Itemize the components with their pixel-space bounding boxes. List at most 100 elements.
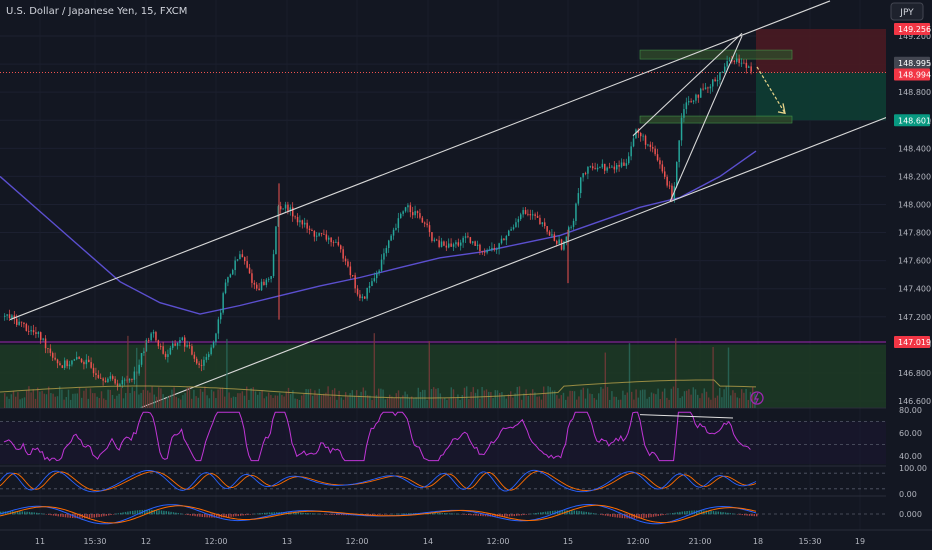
volume-bar <box>206 395 208 408</box>
macd-pane[interactable] <box>0 504 886 525</box>
high-price-tag-bg <box>894 56 930 69</box>
candle-body <box>551 234 553 236</box>
volume-bar <box>312 395 314 408</box>
macd-histogram-bar <box>681 511 683 515</box>
candle-body <box>100 377 102 379</box>
volume-bar <box>122 398 125 408</box>
volume-bar <box>263 398 265 408</box>
volume-bar <box>527 395 529 408</box>
volume-bar <box>19 399 21 408</box>
candle-body <box>109 376 112 379</box>
candle-body <box>138 364 140 374</box>
price-axis[interactable]: 149.200149.000148.800148.600148.400148.2… <box>886 0 932 530</box>
macd-histogram-bar <box>537 512 539 515</box>
volume-bar <box>719 388 721 408</box>
rsi-divergence-line[interactable] <box>639 414 734 419</box>
candle-body <box>421 217 424 223</box>
volume-bar <box>609 399 611 408</box>
volume-bar <box>298 399 301 408</box>
trendline[interactable] <box>669 35 743 202</box>
rsi-pane[interactable] <box>0 411 886 464</box>
volume-bar <box>182 395 184 408</box>
macd-histogram-bar <box>688 510 691 515</box>
candle-body <box>404 207 407 212</box>
volume-bar <box>221 387 224 408</box>
macd-histogram-bar <box>122 512 124 515</box>
candle-body <box>248 267 251 274</box>
moving-average-line[interactable] <box>0 150 757 315</box>
stochastic-pane[interactable] <box>0 469 886 493</box>
candles[interactable] <box>4 53 752 391</box>
macd-histogram-bar <box>86 514 88 519</box>
volume-bar <box>10 394 12 408</box>
high-price-tag: 148.995 <box>898 59 931 68</box>
candle-body <box>215 333 217 343</box>
candle-body <box>54 357 56 360</box>
currency-button[interactable]: JPY <box>890 2 924 21</box>
lightning-icon[interactable] <box>750 391 764 405</box>
volume-bar <box>444 398 446 408</box>
volume-bar <box>347 396 349 408</box>
trendline[interactable] <box>9 0 831 321</box>
volume-bar <box>701 393 703 408</box>
macd-histogram-bar <box>501 514 503 517</box>
macd-histogram-bar <box>410 513 412 515</box>
resistance-box[interactable] <box>639 49 793 60</box>
volume-bar <box>336 399 338 408</box>
macd-histogram-bar <box>708 510 710 515</box>
macd-histogram-bar <box>43 513 45 515</box>
volume-bar <box>488 391 490 408</box>
volume-bar <box>699 398 701 408</box>
stoch-k-line[interactable] <box>0 469 757 493</box>
candle-body <box>344 258 347 262</box>
candle-body <box>481 250 484 252</box>
candle-body <box>719 72 721 80</box>
macd-histogram-bar <box>580 511 583 515</box>
macd-histogram-bar <box>609 514 611 517</box>
macd-signal-line[interactable] <box>0 504 757 524</box>
volume-bar <box>424 389 426 408</box>
volume-bar <box>191 398 193 408</box>
volume-bar <box>314 390 316 408</box>
volume-bar <box>380 388 382 408</box>
volume-bar <box>210 389 213 408</box>
candle-body <box>337 241 340 246</box>
macd-histogram-bar <box>187 514 189 516</box>
trendline[interactable] <box>139 115 891 409</box>
rsi-line[interactable] <box>3 411 751 462</box>
time-tick-label: 18 <box>753 537 763 546</box>
macd-histogram-bar <box>237 514 239 517</box>
volume-bar <box>257 394 259 408</box>
projection-arrow[interactable] <box>756 66 786 114</box>
take-profit-zone[interactable] <box>756 72 886 121</box>
stoch-d-line[interactable] <box>0 470 757 492</box>
volume-bar <box>296 399 298 408</box>
candle-body <box>620 162 623 167</box>
volume-bar <box>171 389 173 408</box>
candle-body <box>294 216 296 218</box>
candle-body <box>186 345 188 347</box>
macd-histogram-bar <box>705 510 707 515</box>
volume-bar <box>694 389 697 408</box>
volume-bar <box>556 395 558 408</box>
volume-bar <box>426 399 428 408</box>
volume-bar <box>413 398 415 408</box>
volume-bar <box>499 392 501 408</box>
volume-bar <box>648 396 650 408</box>
candle-body <box>107 378 109 382</box>
volume-bar <box>184 393 186 408</box>
macd-histogram-bar <box>396 513 398 515</box>
macd-histogram-bar <box>19 511 21 515</box>
volume-bar <box>195 396 197 408</box>
macd-histogram-bar <box>204 514 206 518</box>
trendline[interactable] <box>632 32 743 137</box>
candle-body <box>18 321 20 325</box>
volume-bar <box>661 391 664 408</box>
target-box[interactable] <box>639 115 793 124</box>
macd-histogram-bar <box>309 513 311 515</box>
candle-body <box>133 371 136 380</box>
time-axis[interactable]: 11 15:30 12 12:00 13 12:00 14 12:00 15 12:00 21:00… <box>0 529 932 550</box>
macd-histogram-bar <box>576 510 578 515</box>
macd-histogram-bar <box>376 514 379 515</box>
